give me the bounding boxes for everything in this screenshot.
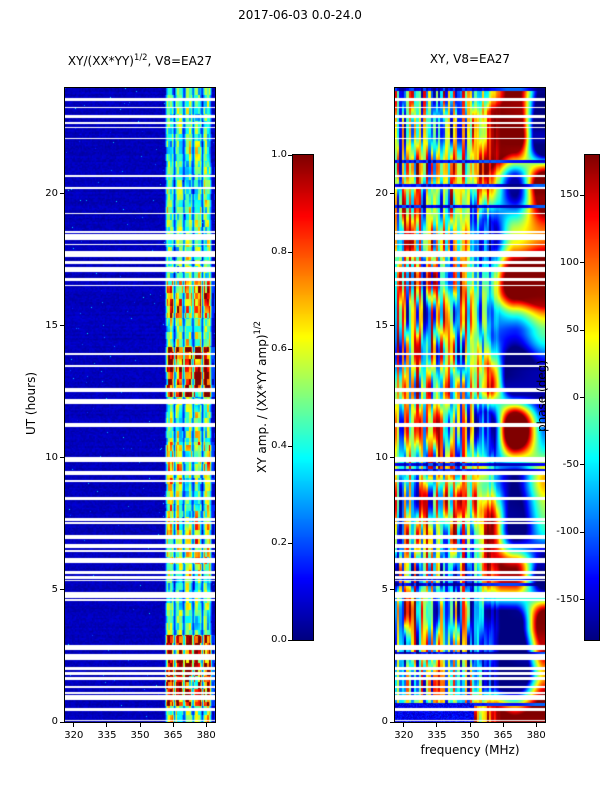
left-panel-title-base: XY/(XX*YY) (67, 54, 134, 68)
phase-colorbar-label: phase (deg) (534, 154, 550, 639)
colorbar-tick-mark (288, 639, 292, 641)
y-tick-mark (390, 325, 394, 327)
colorbar-tick-mark (580, 329, 584, 331)
colorbar-tick-mark (288, 251, 292, 253)
colorbar-tick-label: 0.0 (271, 634, 287, 645)
amp-colorbar-label-exponent: 1/2 (251, 320, 262, 335)
x-axis-label: frequency (MHz) (420, 743, 520, 757)
x-tick-label: 320 (64, 730, 84, 741)
colorbar-tick-label: 1.0 (271, 149, 287, 160)
colorbar-tick-label: -100 (556, 526, 579, 538)
x-tick-mark (172, 723, 174, 727)
colorbar-tick-label: 0.4 (271, 440, 287, 451)
x-tick-mark (502, 723, 504, 727)
colorbar-tick-mark (288, 542, 292, 544)
x-tick-label: 380 (196, 730, 216, 741)
colorbar-tick-label: 0.6 (271, 343, 287, 354)
x-tick-mark (73, 723, 75, 727)
y-tick-label: 0 (381, 716, 388, 727)
amp-colorbar-label: XY amp. / (XX*YY amp)1/2 (252, 154, 269, 639)
phase-colorbar (584, 154, 600, 641)
colorbar-tick-mark (580, 599, 584, 601)
amp-colorbar-label-base: XY amp. / (XX*YY amp) (254, 334, 269, 473)
colorbar-tick-mark (580, 531, 584, 533)
phase-spectrogram-image (395, 88, 545, 722)
y-tick-mark (390, 589, 394, 591)
x-tick-mark (469, 723, 471, 727)
y-tick-label: 10 (45, 451, 58, 463)
y-tick-mark (390, 457, 394, 459)
x-tick-mark (139, 723, 141, 727)
amp-colorbar-gradient (293, 155, 313, 640)
x-tick-label: 380 (526, 730, 546, 741)
colorbar-tick-label: 0 (572, 391, 579, 403)
phase-colorbar-gradient (585, 155, 599, 640)
colorbar-tick-mark (288, 348, 292, 350)
y-tick-label: 20 (375, 187, 388, 199)
colorbar-tick-label: -150 (556, 593, 579, 605)
x-tick-label: 350 (460, 730, 480, 741)
colorbar-tick-label: 150 (559, 189, 579, 201)
left-panel-title-rest: , V8=EA27 (147, 54, 213, 68)
y-tick-label: 5 (381, 583, 388, 595)
amplitude-spectrogram-panel (64, 87, 216, 723)
colorbar-tick-label: 100 (559, 256, 579, 268)
x-tick-mark (205, 723, 207, 727)
y-tick-mark (60, 721, 64, 723)
x-tick-label: 335 (427, 730, 447, 741)
amp-colorbar (292, 154, 314, 641)
y-tick-label: 20 (45, 187, 58, 199)
colorbar-tick-label: 50 (566, 324, 579, 336)
y-axis-label-text: UT (hours) (24, 372, 38, 436)
x-tick-label: 350 (130, 730, 150, 741)
colorbar-tick-label: 0.8 (271, 246, 287, 257)
left-panel-title-exponent: 1/2 (133, 52, 148, 62)
left-panel-title: XY/(XX*YY)1/2, V8=EA27 (68, 52, 212, 68)
y-tick-label: 5 (51, 583, 58, 595)
colorbar-tick-label: -50 (562, 458, 579, 470)
y-tick-label: 15 (45, 319, 58, 331)
x-tick-mark (535, 723, 537, 727)
colorbar-tick-mark (580, 464, 584, 466)
colorbar-tick-mark (288, 154, 292, 156)
colorbar-tick-label: 0.2 (271, 537, 287, 548)
y-tick-mark (60, 325, 64, 327)
y-tick-label: 15 (375, 319, 388, 331)
colorbar-tick-mark (580, 397, 584, 398)
colorbar-tick-mark (580, 262, 584, 264)
y-tick-mark (390, 193, 394, 195)
y-tick-mark (60, 193, 64, 195)
x-tick-label: 365 (163, 730, 183, 741)
phase-spectrogram-panel (394, 87, 546, 723)
y-tick-mark (60, 589, 64, 591)
y-axis-label: UT (hours) (22, 87, 40, 721)
x-tick-label: 335 (97, 730, 117, 741)
x-tick-mark (106, 723, 108, 727)
figure-title: 2017-06-03 0.0-24.0 (238, 8, 362, 22)
x-tick-label: 320 (394, 730, 414, 741)
y-tick-label: 0 (51, 716, 58, 727)
x-tick-mark (403, 723, 405, 727)
phase-colorbar-label-text: phase (deg) (535, 360, 549, 433)
y-tick-label: 10 (375, 451, 388, 463)
colorbar-tick-mark (288, 445, 292, 447)
right-panel-title: XY, V8=EA27 (429, 52, 511, 66)
y-tick-mark (390, 721, 394, 723)
colorbar-tick-mark (580, 194, 584, 196)
amplitude-spectrogram-image (65, 88, 215, 722)
amp-colorbar-label-text: XY amp. / (XX*YY amp)1/2 (252, 321, 269, 473)
x-tick-mark (436, 723, 438, 727)
x-tick-label: 365 (493, 730, 513, 741)
y-tick-mark (60, 457, 64, 459)
